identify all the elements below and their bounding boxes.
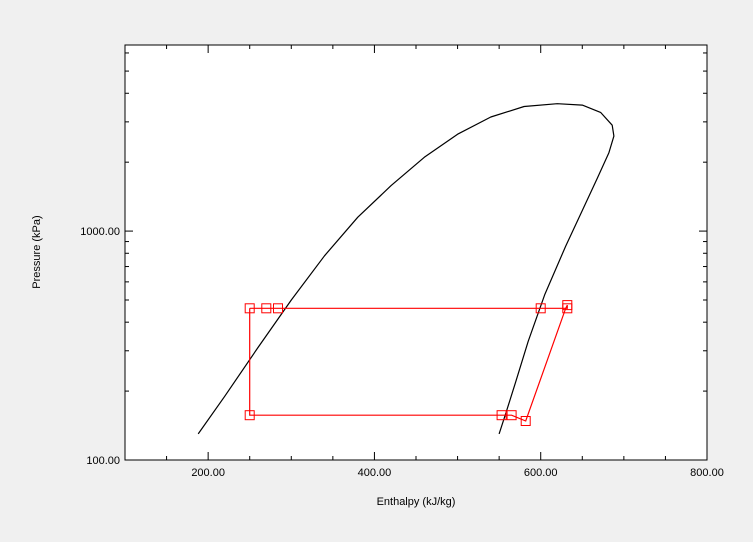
- cycle-point-marker: [562, 300, 573, 311]
- cycle-point-marker: [261, 303, 272, 314]
- cycle-point-marker: [244, 303, 255, 314]
- x-tick-label: 800.00: [690, 467, 724, 479]
- cycle-point-marker: [496, 410, 507, 421]
- cycle-point-marker: [273, 303, 283, 314]
- tick-labels: 200.00 400.00 600.00 800.00 100.00 1000.00: [80, 226, 724, 479]
- y-tick-label: 100.00: [86, 455, 120, 467]
- cycle-point-marker: [506, 410, 517, 421]
- y-tick-label: 1000.00: [80, 226, 120, 238]
- cycle-point-marker: [535, 303, 546, 314]
- x-tick-label: 600.00: [524, 467, 558, 479]
- axis-ticks: [124, 45, 708, 461]
- x-axis-title: Enthalpy (kJ/kg): [377, 496, 456, 508]
- y-axis-title: Pressure (kPa): [31, 215, 43, 288]
- data-layer: [197, 103, 615, 435]
- cycle-point-marker: [244, 410, 255, 421]
- plot-area: [124, 44, 708, 461]
- x-tick-label: 400.00: [358, 467, 392, 479]
- saturation-curve: [197, 103, 615, 435]
- cycle-point-marker: [520, 416, 531, 426]
- x-tick-label: 200.00: [191, 467, 225, 479]
- cycle-line: [249, 304, 568, 422]
